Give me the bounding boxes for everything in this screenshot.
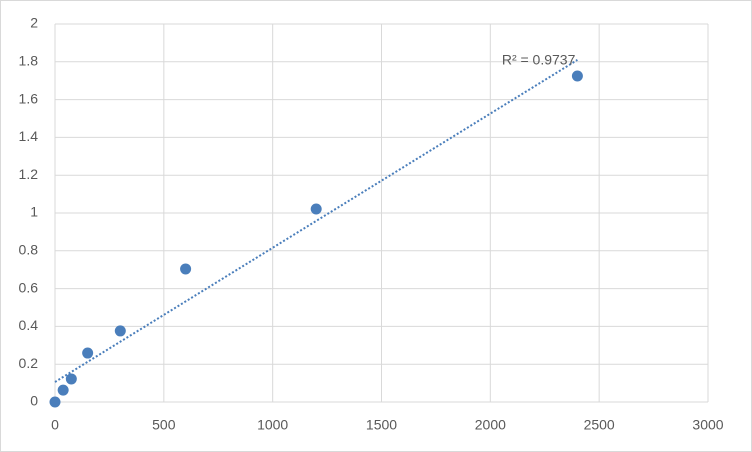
point — [114, 325, 126, 337]
y-tick-label: 0.8 — [19, 242, 39, 258]
x-tick-label: 0 — [51, 417, 59, 433]
y-tick-label: 0.6 — [19, 279, 39, 295]
x-tick-label: 1500 — [366, 417, 397, 433]
x-tick-label: 500 — [152, 417, 176, 433]
y-tick-label: 2 — [30, 15, 38, 31]
point — [57, 384, 69, 396]
y-tick-label: 0.2 — [19, 355, 39, 371]
x-tick-label: 2000 — [475, 417, 506, 433]
y-tick-label: 1.2 — [19, 166, 39, 182]
point — [82, 347, 94, 359]
point — [310, 203, 322, 215]
y-tick-label: 0.4 — [19, 317, 39, 333]
point — [180, 263, 192, 275]
y-tick-label: 1.8 — [19, 53, 39, 69]
y-tick-label: 0 — [30, 393, 38, 409]
point — [65, 373, 77, 385]
y-tick-label: 1.4 — [19, 128, 39, 144]
y-tick-label: 1 — [30, 204, 38, 220]
x-tick-label: 3000 — [692, 417, 723, 433]
point — [49, 396, 61, 408]
x-tick-label: 2500 — [584, 417, 615, 433]
annotation: R² = 0.9737 — [502, 52, 576, 68]
point — [571, 70, 583, 82]
y-tick-label: 1.6 — [19, 90, 39, 106]
x-tick-label: 1000 — [257, 417, 288, 433]
